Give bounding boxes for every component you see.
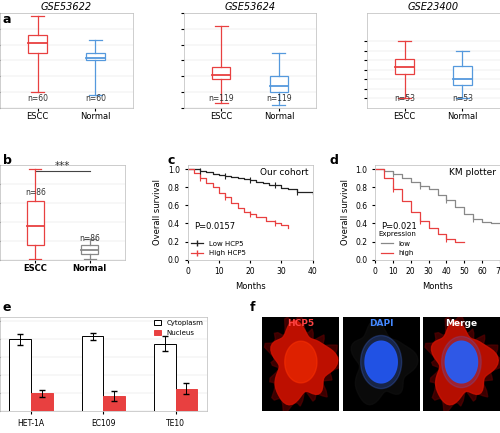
Text: n=86: n=86 <box>25 188 46 197</box>
Title: GSE53622: GSE53622 <box>41 2 92 12</box>
Text: n=60: n=60 <box>27 94 48 103</box>
Polygon shape <box>432 320 498 405</box>
Bar <box>82 336 104 411</box>
X-axis label: Months: Months <box>234 282 266 291</box>
Polygon shape <box>365 341 398 383</box>
Bar <box>81 246 98 254</box>
Text: n=119: n=119 <box>208 94 234 103</box>
Bar <box>270 76 288 92</box>
Text: n=53: n=53 <box>394 94 415 103</box>
Legend: Cytoplasm, Nucleus: Cytoplasm, Nucleus <box>154 320 203 336</box>
Bar <box>104 396 125 411</box>
Text: DAPI: DAPI <box>369 320 394 328</box>
Bar <box>453 66 471 85</box>
Text: e: e <box>2 301 11 314</box>
Legend: low, high: low, high <box>378 231 416 256</box>
Text: P=0.0157: P=0.0157 <box>194 222 235 231</box>
Text: Merge: Merge <box>446 320 478 328</box>
Text: Our cohort: Our cohort <box>260 168 309 177</box>
Bar <box>396 58 414 74</box>
Text: HCP5: HCP5 <box>288 320 314 328</box>
Text: ***: *** <box>55 161 70 171</box>
Text: f: f <box>250 301 256 314</box>
Y-axis label: Overall survival: Overall survival <box>153 179 162 245</box>
Polygon shape <box>271 320 338 405</box>
Y-axis label: Overall survival: Overall survival <box>340 179 349 245</box>
Polygon shape <box>360 336 402 388</box>
Text: n=60: n=60 <box>85 94 106 103</box>
Legend: Low HCP5, High HCP5: Low HCP5, High HCP5 <box>191 241 246 256</box>
Text: d: d <box>330 154 339 167</box>
Polygon shape <box>425 314 500 412</box>
Polygon shape <box>442 336 481 388</box>
Bar <box>86 52 104 61</box>
Text: n=53: n=53 <box>452 94 473 103</box>
Bar <box>154 344 176 411</box>
Bar <box>28 35 47 52</box>
Title: GSE53624: GSE53624 <box>224 2 276 12</box>
Polygon shape <box>284 341 317 383</box>
Title: GSE23400: GSE23400 <box>408 2 459 12</box>
Text: c: c <box>168 154 175 167</box>
Text: KM plotter: KM plotter <box>449 168 496 177</box>
Text: n=86: n=86 <box>79 234 100 242</box>
Bar <box>26 201 44 246</box>
Text: b: b <box>2 154 12 167</box>
Polygon shape <box>264 314 345 412</box>
Text: n=119: n=119 <box>266 94 291 103</box>
Bar <box>31 393 53 411</box>
Bar <box>176 389 198 411</box>
X-axis label: Months: Months <box>422 282 453 291</box>
Polygon shape <box>351 320 418 405</box>
Polygon shape <box>446 341 478 383</box>
Text: P=0.021: P=0.021 <box>382 222 417 231</box>
Bar <box>10 339 31 411</box>
Bar <box>212 67 231 79</box>
Text: a: a <box>2 13 11 26</box>
